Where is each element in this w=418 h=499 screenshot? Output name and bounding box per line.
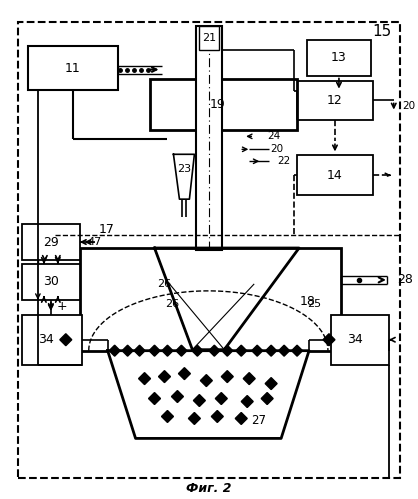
Polygon shape <box>266 345 277 356</box>
Text: Фиг. 2: Фиг. 2 <box>186 482 231 495</box>
Bar <box>22 315 82 365</box>
Text: 28: 28 <box>397 273 413 286</box>
Text: 29: 29 <box>43 236 59 249</box>
Text: 21: 21 <box>202 32 217 42</box>
Polygon shape <box>323 334 335 346</box>
Polygon shape <box>215 393 227 405</box>
Polygon shape <box>243 373 255 385</box>
Polygon shape <box>139 373 150 385</box>
Text: 12: 12 <box>327 94 343 107</box>
Bar <box>196 25 222 250</box>
Text: 24: 24 <box>267 131 280 141</box>
Bar <box>297 80 373 120</box>
Polygon shape <box>261 393 273 405</box>
Polygon shape <box>236 345 247 356</box>
Text: 15: 15 <box>372 24 391 39</box>
Polygon shape <box>149 345 160 356</box>
Bar <box>22 264 80 300</box>
Bar <box>80 248 341 351</box>
Bar <box>150 78 297 130</box>
Text: 47: 47 <box>88 237 102 247</box>
Polygon shape <box>155 248 299 350</box>
Bar <box>28 45 117 90</box>
Polygon shape <box>60 334 72 346</box>
Polygon shape <box>176 345 187 356</box>
Polygon shape <box>161 411 173 423</box>
Text: 17: 17 <box>99 223 115 236</box>
Polygon shape <box>200 375 212 387</box>
Bar <box>307 39 371 75</box>
Bar <box>297 155 373 195</box>
Polygon shape <box>221 371 233 383</box>
Bar <box>22 224 80 260</box>
Polygon shape <box>189 413 200 425</box>
Text: 26: 26 <box>166 299 179 309</box>
Text: 34: 34 <box>38 333 54 346</box>
Polygon shape <box>171 391 184 403</box>
Text: 11: 11 <box>65 62 81 75</box>
Text: 14: 14 <box>327 169 343 182</box>
Text: 34: 34 <box>347 333 363 346</box>
Text: 26: 26 <box>158 279 171 289</box>
Text: +: + <box>57 300 67 313</box>
Text: 19: 19 <box>209 98 225 111</box>
Polygon shape <box>109 345 120 356</box>
Polygon shape <box>292 345 303 356</box>
Bar <box>199 25 219 49</box>
Text: 23: 23 <box>178 164 191 174</box>
Polygon shape <box>212 411 223 423</box>
Polygon shape <box>192 345 203 356</box>
Text: 27: 27 <box>251 414 266 427</box>
Text: 22: 22 <box>277 156 291 166</box>
Bar <box>331 315 389 365</box>
Polygon shape <box>279 345 290 356</box>
Polygon shape <box>241 396 253 408</box>
Polygon shape <box>222 345 233 356</box>
Polygon shape <box>265 378 277 390</box>
Text: 30: 30 <box>43 275 59 288</box>
Polygon shape <box>122 345 133 356</box>
Polygon shape <box>158 371 171 383</box>
Text: 25: 25 <box>307 299 321 309</box>
Polygon shape <box>194 395 205 407</box>
Text: 20: 20 <box>403 101 416 111</box>
Polygon shape <box>235 413 247 425</box>
Polygon shape <box>148 393 161 405</box>
Polygon shape <box>209 345 220 356</box>
Polygon shape <box>178 368 191 380</box>
Polygon shape <box>252 345 263 356</box>
Text: 20: 20 <box>270 144 284 154</box>
Text: 13: 13 <box>331 51 347 64</box>
Polygon shape <box>173 154 194 199</box>
Text: 18: 18 <box>300 295 316 308</box>
Polygon shape <box>108 351 309 439</box>
Polygon shape <box>162 345 173 356</box>
Polygon shape <box>134 345 145 356</box>
